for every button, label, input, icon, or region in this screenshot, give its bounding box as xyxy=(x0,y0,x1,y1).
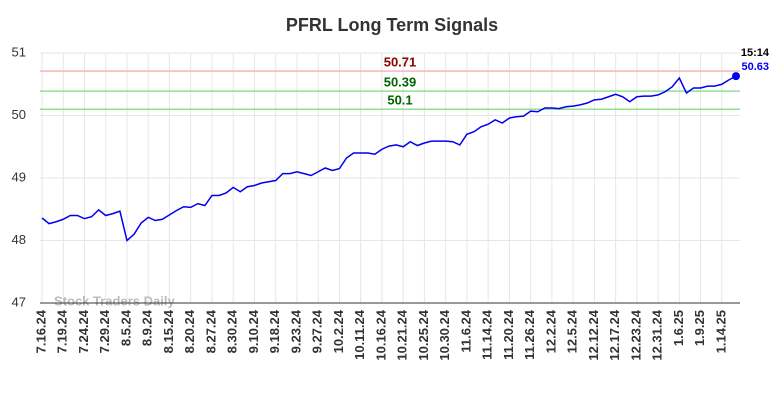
last-value: 50.63 xyxy=(741,61,769,73)
x-tick-label: 8.20.24 xyxy=(182,309,197,353)
x-tick-label: 10.25.24 xyxy=(416,309,431,360)
x-tick-label: 10.30.24 xyxy=(437,309,452,360)
x-tick-label: 9.23.24 xyxy=(288,309,303,353)
watermark: Stock Traders Daily xyxy=(54,293,175,308)
x-tick-label: 8.27.24 xyxy=(203,309,218,353)
x-tick-label: 11.26.24 xyxy=(522,309,537,360)
y-tick-label: 49 xyxy=(12,169,26,184)
x-tick-label: 7.19.24 xyxy=(55,309,70,353)
signal-label: 50.1 xyxy=(387,93,412,108)
signal-label: 50.39 xyxy=(384,75,417,90)
x-tick-label: 10.21.24 xyxy=(395,309,410,360)
x-tick-label: 8.30.24 xyxy=(225,309,240,353)
x-tick-label: 8.15.24 xyxy=(161,309,176,353)
x-tick-label: 12.2.24 xyxy=(543,309,558,353)
signal-label: 50.71 xyxy=(384,55,417,70)
x-tick-label: 11.20.24 xyxy=(501,309,516,360)
x-tick-label: 7.29.24 xyxy=(97,309,112,353)
x-tick-label: 10.11.24 xyxy=(352,309,367,360)
x-tick-label: 7.24.24 xyxy=(76,309,91,353)
last-point xyxy=(732,72,740,81)
x-tick-label: 1.14.25 xyxy=(713,310,728,353)
x-tick-label: 12.12.24 xyxy=(586,309,601,360)
x-tick-label: 8.9.24 xyxy=(140,309,155,346)
last-time: 15:14 xyxy=(741,47,770,59)
x-tick-label: 9.18.24 xyxy=(267,309,282,353)
x-tick-label: 10.16.24 xyxy=(373,309,388,360)
y-tick-label: 47 xyxy=(12,294,26,309)
x-tick-label: 1.6.25 xyxy=(671,310,686,346)
x-tick-label: 12.31.24 xyxy=(650,309,665,360)
y-tick-label: 50 xyxy=(12,107,26,122)
x-tick-label: 1.9.25 xyxy=(692,310,707,346)
x-tick-label: 9.27.24 xyxy=(310,309,325,353)
x-tick-label: 7.16.24 xyxy=(33,309,48,353)
x-tick-label: 9.10.24 xyxy=(246,309,261,353)
y-tick-label: 48 xyxy=(12,232,26,247)
y-tick-label: 51 xyxy=(12,44,26,59)
x-tick-label: 12.17.24 xyxy=(607,309,622,360)
x-tick-label: 8.5.24 xyxy=(118,309,133,346)
price-line xyxy=(41,75,737,242)
x-tick-label: 12.5.24 xyxy=(565,309,580,353)
x-tick-label: 12.23.24 xyxy=(628,309,643,360)
x-tick-label: 11.14.24 xyxy=(480,309,495,360)
x-tick-label: 11.6.24 xyxy=(458,309,473,352)
x-tick-label: 10.2.24 xyxy=(331,309,346,353)
chart-title: PFRL Long Term Signals xyxy=(286,15,498,35)
